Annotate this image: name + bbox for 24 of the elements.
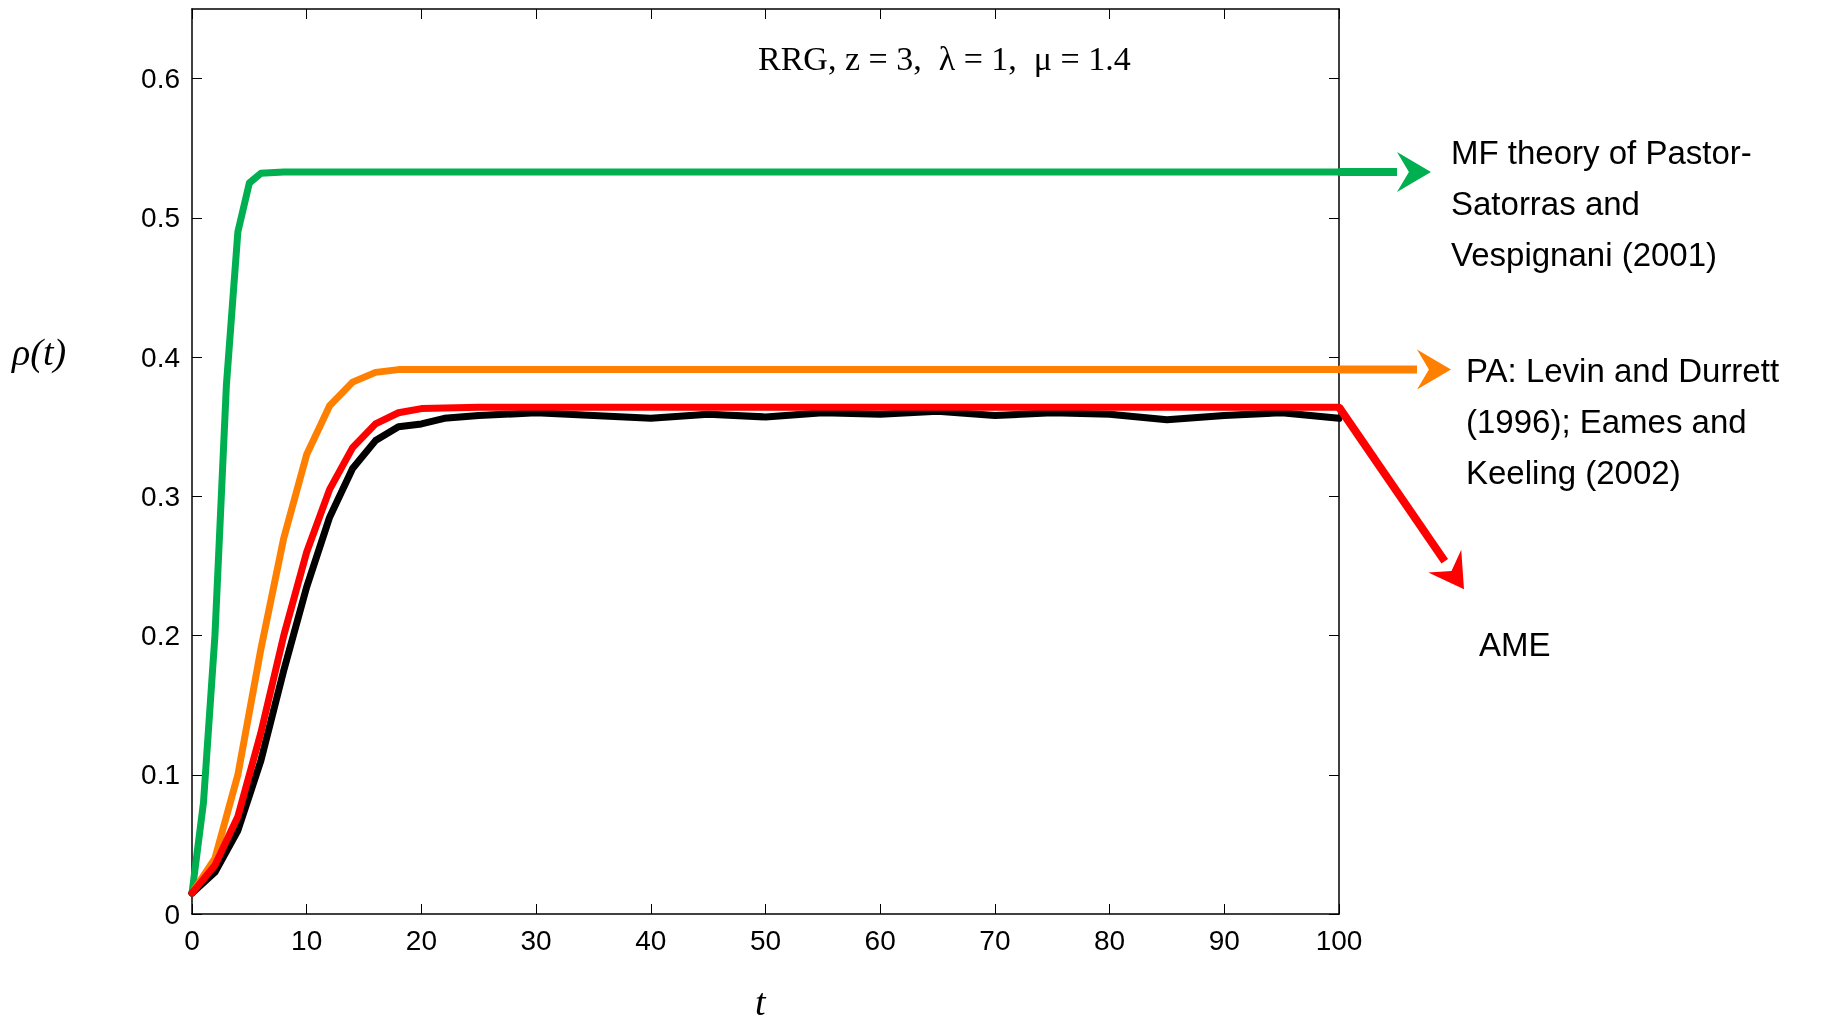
y-tick-label: 0.3	[141, 480, 180, 512]
x-tick-label: 30	[520, 924, 552, 956]
x-axis-title: t	[755, 980, 766, 1024]
y-tick-label: 0.1	[141, 759, 180, 791]
annotation: RRG, z = 3, λ = 1, μ = 1.4	[758, 40, 1131, 78]
y-tick-label: 0.2	[141, 620, 180, 652]
y-tick-label: 0.5	[141, 202, 180, 234]
x-tick-label: 0	[184, 924, 200, 956]
x-tick-label: 100	[1315, 924, 1363, 956]
text: AME	[1479, 625, 1552, 666]
legend-label: MF theory of Pastor-Satorras and Vespignani (2001)	[1451, 132, 1753, 275]
y-axis-title: ρ(t)	[12, 330, 67, 374]
y-tick-label: 0.4	[141, 341, 180, 373]
x-tick-label: 10	[291, 924, 323, 956]
x-tick-label: 70	[979, 924, 1011, 956]
x-tick-label: 20	[405, 924, 437, 956]
x-tick-label: 90	[1208, 924, 1240, 956]
y-tick-label: 0	[164, 898, 180, 930]
x-tick-label: 80	[1094, 924, 1126, 956]
x-tick-label: 40	[635, 924, 667, 956]
y-tick-label: 0.6	[141, 63, 180, 95]
x-tick-label: 60	[864, 924, 896, 956]
legend-label: PA: Levin and Durrett (1996); Eames and Keeling (2002)	[1466, 350, 1781, 493]
x-tick-label: 50	[749, 924, 782, 956]
